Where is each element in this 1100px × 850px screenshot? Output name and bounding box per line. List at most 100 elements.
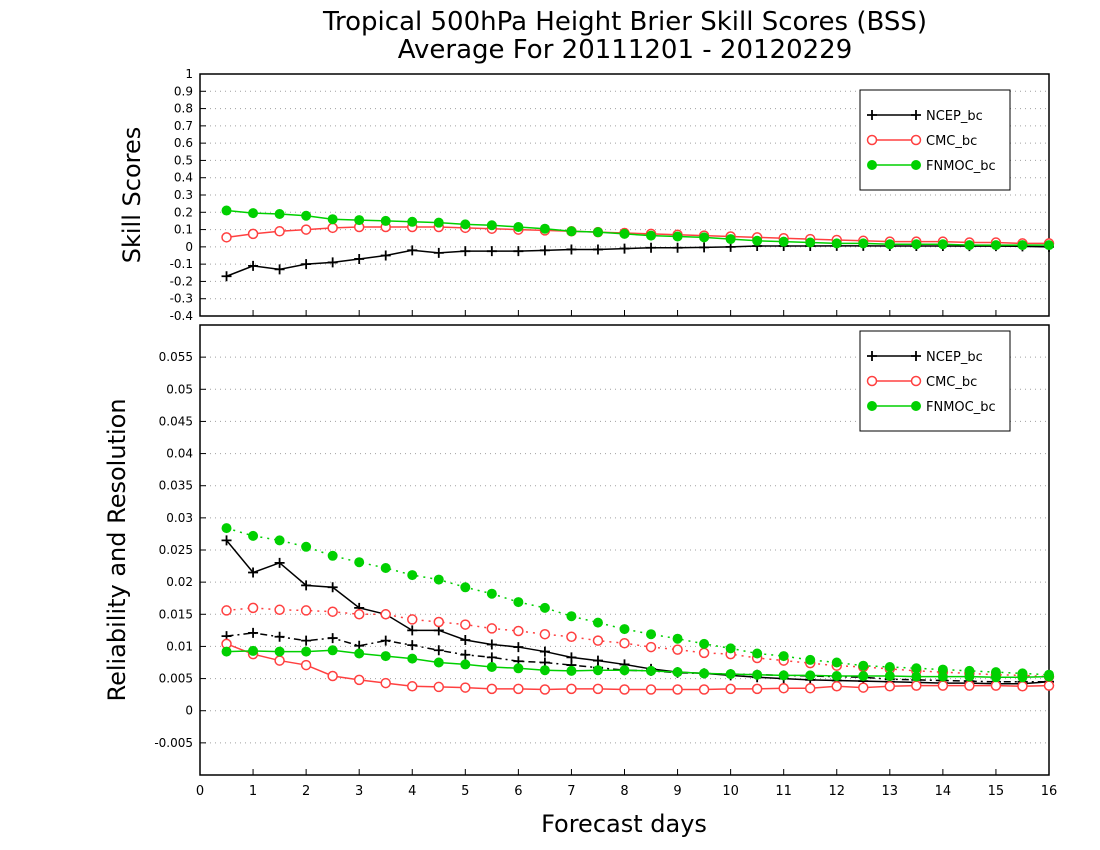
open-circle-marker xyxy=(937,680,949,691)
filled-circle-marker xyxy=(301,541,312,552)
y-tick-label: -0.2 xyxy=(170,274,193,288)
open-circle-marker xyxy=(1017,681,1028,692)
filled-circle-marker xyxy=(646,230,657,241)
plus-marker xyxy=(221,271,232,282)
open-circle-marker xyxy=(751,683,763,695)
open-circle-marker xyxy=(1043,680,1055,691)
x-tick-label: 9 xyxy=(673,784,681,799)
y-tick-label: 0.9 xyxy=(174,84,193,98)
x-tick-label: 8 xyxy=(620,784,628,799)
plus-marker xyxy=(867,351,877,361)
series-line xyxy=(226,632,1049,683)
plus-marker xyxy=(274,264,285,275)
x-tick-label: 14 xyxy=(935,784,952,799)
open-circle-marker xyxy=(778,682,789,694)
plus-marker xyxy=(513,246,524,257)
filled-circle-marker xyxy=(327,645,338,656)
series-fnmoc-solid xyxy=(221,645,1054,683)
y-tick-label: 0.05 xyxy=(166,382,193,396)
plus-marker xyxy=(699,242,710,253)
filled-circle-marker xyxy=(858,660,869,671)
filled-circle-marker xyxy=(752,648,763,659)
open-circle-marker xyxy=(300,224,312,235)
filled-circle-marker xyxy=(221,523,232,534)
y-tick-label: 0.04 xyxy=(166,447,193,461)
plus-marker xyxy=(867,110,877,120)
filled-circle-marker xyxy=(867,160,877,170)
filled-circle-marker xyxy=(274,535,285,546)
filled-circle-marker xyxy=(911,160,921,170)
series-line xyxy=(225,539,1050,685)
open-circle-marker xyxy=(619,684,630,695)
filled-circle-marker xyxy=(619,665,630,676)
y-tick-label: -0.005 xyxy=(154,736,193,750)
filled-circle-marker xyxy=(354,557,365,568)
open-circle-marker xyxy=(672,684,683,695)
x-tick-label: 5 xyxy=(461,784,469,799)
filled-circle-marker xyxy=(433,574,444,585)
x-tick-label: 12 xyxy=(828,784,845,799)
plus-marker xyxy=(301,580,312,591)
filled-circle-marker xyxy=(407,216,418,227)
y-tick-label: -0.3 xyxy=(170,292,193,306)
filled-circle-marker xyxy=(867,401,877,411)
open-circle-marker xyxy=(645,641,657,653)
filled-circle-marker xyxy=(592,617,603,628)
plus-marker xyxy=(327,633,338,644)
open-circle-marker xyxy=(407,681,418,692)
open-circle-marker xyxy=(964,680,975,691)
filled-circle-marker xyxy=(884,239,895,250)
filled-circle-marker xyxy=(805,654,816,665)
filled-circle-marker xyxy=(566,665,577,676)
plus-marker xyxy=(248,627,259,638)
plus-marker xyxy=(301,259,312,270)
filled-circle-marker xyxy=(725,643,736,654)
series-cmc-solid xyxy=(221,638,1055,695)
open-circle-marker xyxy=(221,605,232,616)
open-circle-marker xyxy=(910,375,922,387)
filled-circle-marker xyxy=(380,563,391,573)
plus-marker xyxy=(513,642,524,653)
filled-circle-marker xyxy=(221,205,232,216)
filled-circle-marker xyxy=(513,663,524,674)
filled-circle-marker xyxy=(513,597,524,608)
filled-circle-marker xyxy=(248,208,259,219)
y-tick-label: 0.7 xyxy=(174,119,193,133)
plus-marker xyxy=(407,245,418,256)
y-tick-label: 0.03 xyxy=(166,511,193,525)
x-tick-label: 7 xyxy=(567,784,575,799)
filled-circle-marker xyxy=(831,657,842,668)
open-circle-marker xyxy=(592,683,604,695)
filled-circle-marker xyxy=(858,238,869,249)
open-circle-marker xyxy=(407,614,418,625)
filled-circle-marker xyxy=(1044,240,1054,251)
plus-marker xyxy=(486,652,497,663)
open-circle-marker xyxy=(274,226,285,237)
filled-circle-marker xyxy=(433,217,444,228)
open-circle-marker xyxy=(645,684,657,695)
filled-circle-marker xyxy=(1017,668,1028,679)
filled-circle-marker xyxy=(672,667,683,678)
filled-circle-marker xyxy=(460,219,471,230)
filled-circle-marker xyxy=(566,226,577,237)
open-circle-marker xyxy=(221,232,232,243)
y-tick-label: 1 xyxy=(185,67,193,81)
y-tick-label: 0.045 xyxy=(159,414,193,428)
x-tick-label: 15 xyxy=(988,784,1005,799)
open-circle-marker xyxy=(247,602,259,614)
y-tick-label: 0.035 xyxy=(159,479,193,493)
filled-circle-marker xyxy=(831,671,842,681)
x-tick-label: 2 xyxy=(302,784,310,799)
open-circle-marker xyxy=(804,682,816,694)
open-circle-marker xyxy=(300,605,312,616)
open-circle-marker xyxy=(247,228,259,240)
filled-circle-marker xyxy=(778,670,789,681)
plus-marker xyxy=(221,535,232,546)
plus-marker xyxy=(911,351,921,361)
legend: NCEP_bc CMC_bc FNMOC_bc xyxy=(859,330,1011,432)
plus-marker xyxy=(539,245,550,256)
open-circle-marker xyxy=(619,637,630,649)
plot-frame xyxy=(199,73,1050,317)
plus-marker xyxy=(274,557,285,568)
